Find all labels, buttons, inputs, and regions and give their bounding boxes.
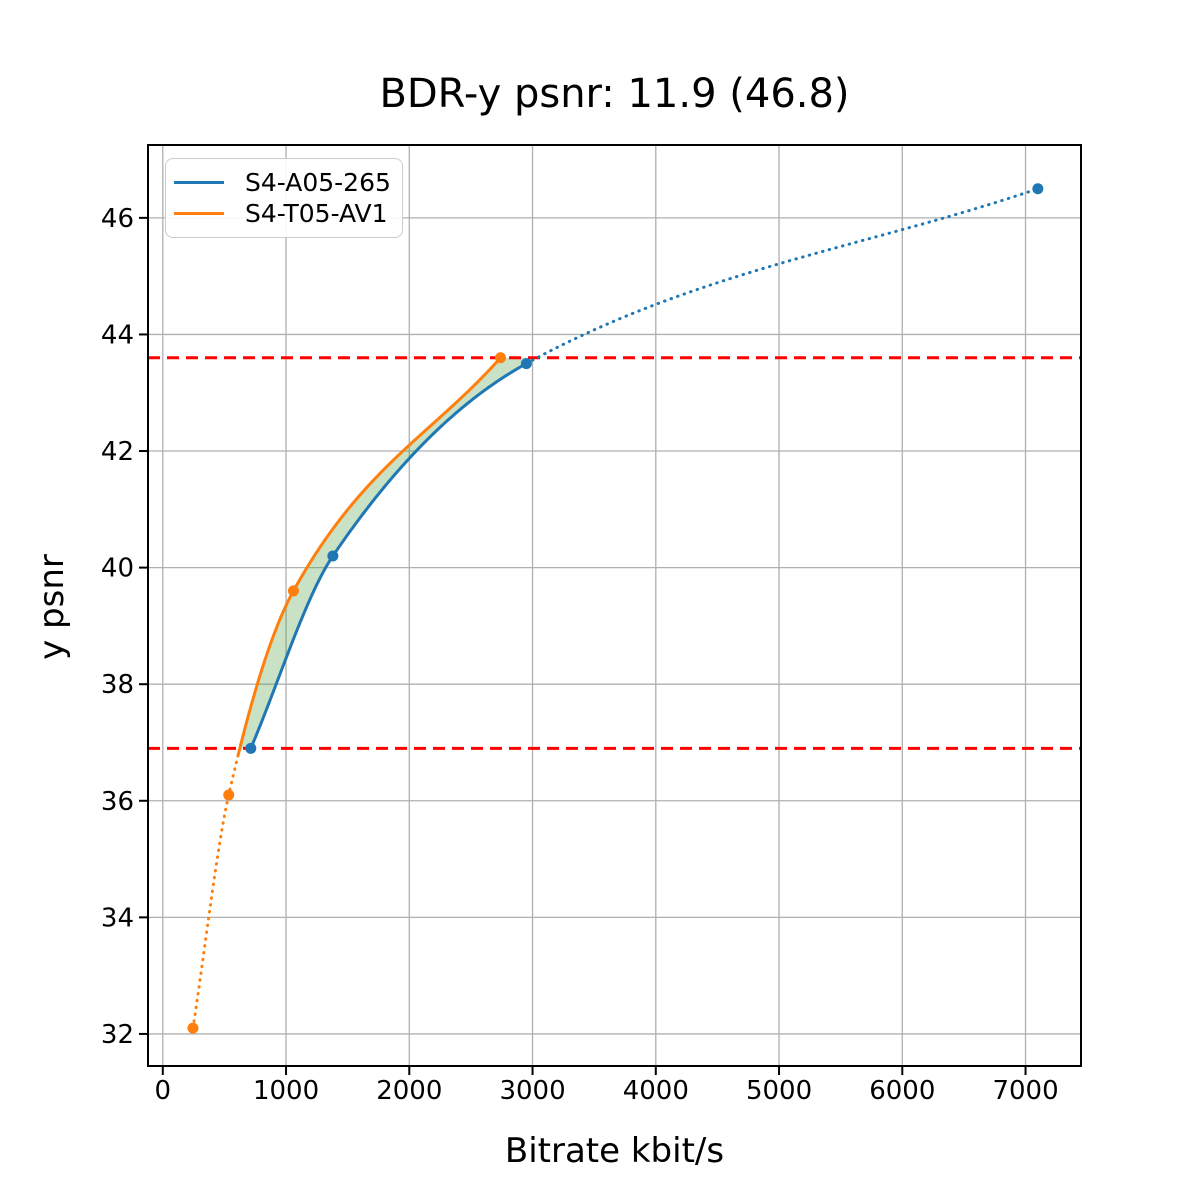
y-tick-label: 38 xyxy=(101,670,134,700)
data-point-marker xyxy=(187,1022,199,1034)
data-point-marker xyxy=(1032,183,1044,195)
data-point-marker xyxy=(520,358,532,370)
legend-item-s4-a05-265: S4-A05-265 xyxy=(174,167,391,197)
x-tick-label: 3000 xyxy=(499,1076,565,1106)
y-tick-label: 46 xyxy=(101,204,134,234)
series-1-dotted-line xyxy=(191,754,240,1030)
legend-label: S4-T05-AV1 xyxy=(245,199,388,229)
data-point-marker xyxy=(287,585,299,597)
x-tick-label: 6000 xyxy=(869,1076,935,1106)
legend-line-sample-orange xyxy=(174,212,224,216)
y-tick-label: 44 xyxy=(101,320,134,350)
chart-title: BDR-y psnr: 11.9 (46.8) xyxy=(379,71,850,117)
data-point-marker xyxy=(245,742,257,754)
x-tick-label: 4000 xyxy=(623,1076,689,1106)
data-point-marker xyxy=(494,352,506,364)
x-tick-label: 7000 xyxy=(992,1076,1058,1106)
y-tick-label: 36 xyxy=(101,787,134,817)
x-tick-label: 1000 xyxy=(253,1076,319,1106)
x-axis-label: Bitrate kbit/s xyxy=(504,1131,725,1171)
y-tick-label: 40 xyxy=(101,554,134,584)
x-tick-label: 5000 xyxy=(746,1076,812,1106)
data-point-marker xyxy=(327,550,339,562)
series-1-solid-line xyxy=(236,356,502,758)
bd-shaded-region xyxy=(239,357,538,749)
x-tick-label: 2000 xyxy=(376,1076,442,1106)
x-tick-label: 0 xyxy=(155,1076,172,1106)
series-0-dotted-line xyxy=(524,187,1040,366)
y-tick-label: 32 xyxy=(101,1020,134,1050)
legend-line-sample-blue xyxy=(174,180,224,184)
legend-item-s4-t05-av1: S4-T05-AV1 xyxy=(174,201,390,226)
data-point-marker xyxy=(223,789,235,801)
y-axis-label: y psnr xyxy=(32,554,72,660)
y-tick-label: 42 xyxy=(101,437,134,467)
legend-label: S4-A05-265 xyxy=(245,167,391,197)
y-tick-label: 34 xyxy=(101,903,134,933)
series-0-solid-line xyxy=(249,362,528,750)
legend: S4-A05-265 S4-T05-AV1 xyxy=(165,158,403,238)
plot-frame xyxy=(147,144,1082,1067)
